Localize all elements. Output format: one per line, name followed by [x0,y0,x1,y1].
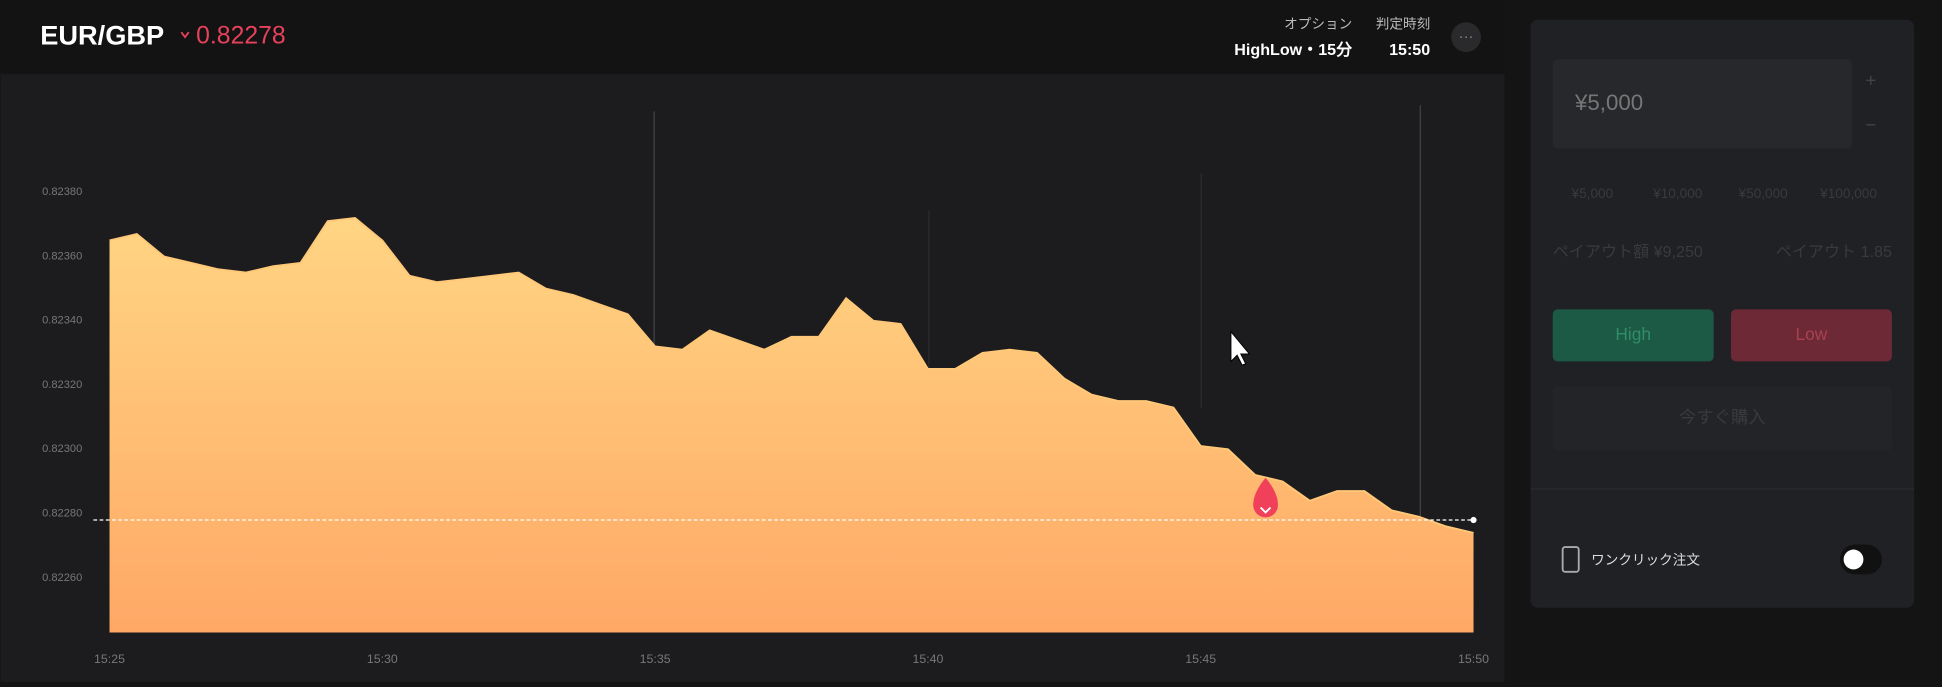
payout-amount: ペイアウト額 ¥9,250 [1553,243,1703,261]
expiry-value: 15:50 [1389,41,1430,59]
y-tick-label: 0.82280 [42,508,82,520]
amount-input[interactable] [1552,59,1853,149]
plus-button[interactable]: + [1865,70,1876,91]
x-tick-label: 15:40 [912,652,943,666]
header-bar [0,0,1505,75]
price-line [109,216,1474,534]
down-arrow [180,31,190,39]
payout-rate: ペイアウト 1.85 [1776,243,1892,261]
x-tick-label: 15:30 [367,652,398,666]
y-tick-label: 0.82360 [42,250,82,262]
pair: EUR/GBP [40,19,164,50]
x-tick-label: 15:50 [1458,652,1489,666]
price: 0.82278 [196,23,285,50]
trade-marker [1253,477,1278,518]
low-label: Low [1796,324,1828,344]
high-button[interactable] [1552,309,1714,362]
y-tick-label: 0.82380 [42,186,82,198]
y-tick-label: 0.82260 [42,572,82,584]
current-price-dot [1470,516,1477,524]
expiry-label: 判定時刻 [1376,16,1430,31]
order-panel [1530,19,1915,608]
quick-amount[interactable]: ¥5,000 [1571,186,1614,201]
quick-amount[interactable]: ¥100,000 [1819,186,1877,201]
quick-amounts: ¥5,000 ¥10,000 ¥50,000 ¥100,000 [1571,186,1878,201]
option-label: オプション [1284,16,1352,31]
toggle-knob [1843,549,1864,570]
buy-now-label: 今すぐ購入 [1679,407,1766,427]
one-click-icon [1561,546,1580,573]
x-tick-label: 15:45 [1185,652,1216,666]
more-icon: ··· [1459,29,1474,45]
more-button[interactable] [1451,22,1481,52]
buy-now-button[interactable] [1552,386,1892,451]
quick-amount[interactable]: ¥50,000 [1738,186,1789,201]
low-button[interactable] [1730,309,1892,362]
option-value: HighLow・15分 [1234,41,1352,59]
one-click-label: ワンクリック注文 [1591,552,1700,567]
x-tick-label: 15:35 [640,652,671,666]
y-tick-label: 0.82300 [42,443,82,455]
high-label: High [1615,324,1651,344]
y-tick-label: 0.82340 [42,315,82,327]
price-area [109,217,1474,633]
y-tick-label: 0.82320 [42,379,82,391]
x-tick-label: 15:25 [94,652,125,666]
marker-arrow [1259,506,1272,514]
cursor [1230,330,1251,366]
plot: 0.82260 0.82280 0.82300 0.82320 0.82340 0.823… [42,186,1489,666]
amount: ¥5,000 [1574,90,1643,115]
minus-button[interactable]: − [1865,114,1876,135]
quick-amount[interactable]: ¥10,000 [1652,186,1703,201]
